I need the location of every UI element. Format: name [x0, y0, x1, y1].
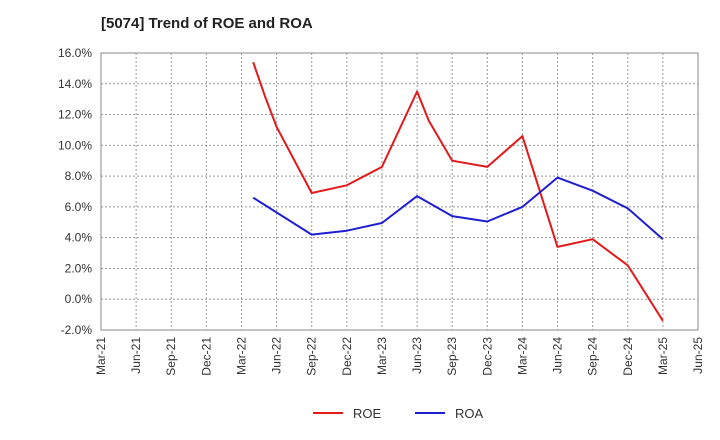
- y-tick-label: 10.0%: [58, 138, 92, 152]
- legend: ROE ROA: [313, 406, 484, 421]
- x-tick-label: Dec-22: [340, 337, 354, 376]
- x-tick-label: Jun-24: [551, 337, 565, 374]
- y-tick-label: 4.0%: [65, 231, 93, 245]
- grid: [100, 52, 699, 331]
- x-tick-label: Sep-23: [445, 337, 459, 376]
- x-tick-label: Sep-22: [305, 337, 319, 376]
- y-tick-label: 16.0%: [58, 46, 92, 60]
- x-tick-label: Dec-23: [480, 337, 494, 376]
- x-axis-ticks: Mar-21 Jun-21 Sep-21 Dec-21 Mar-22 Jun-22 Sep-…: [94, 337, 705, 376]
- x-tick-label: Jun-25: [691, 337, 705, 374]
- x-tick-label: Mar-22: [234, 337, 248, 375]
- x-tick-label: Sep-24: [586, 337, 600, 376]
- y-tick-label: -2.0%: [61, 323, 93, 337]
- y-axis-ticks: -2.0% 0.0% 2.0% 4.0% 6.0% 8.0% 10.0% 12.0% 14.0%…: [58, 46, 92, 337]
- plot-border: [100, 52, 699, 331]
- x-tick-label: Mar-21: [94, 337, 108, 375]
- legend-label-roa: ROA: [455, 406, 484, 421]
- legend-label-roe: ROE: [353, 406, 382, 421]
- series-line-roa: [252, 176, 664, 240]
- x-tick-label: Mar-25: [656, 337, 670, 375]
- x-tick-label: Jun-21: [129, 337, 143, 374]
- series-lines: [252, 61, 664, 322]
- y-tick-label: 0.0%: [65, 292, 93, 306]
- chart-title: [5074] Trend of ROE and ROA: [101, 15, 313, 32]
- x-tick-label: Mar-23: [375, 337, 389, 375]
- x-tick-label: Sep-21: [164, 337, 178, 376]
- x-tick-label: Jun-22: [270, 337, 284, 374]
- y-tick-label: 12.0%: [58, 108, 92, 122]
- series-line-roe: [252, 61, 664, 322]
- x-tick-label: Dec-24: [621, 337, 635, 376]
- x-tick-label: Dec-21: [199, 337, 213, 376]
- y-tick-label: 6.0%: [65, 200, 93, 214]
- y-tick-label: 2.0%: [65, 261, 93, 275]
- y-tick-label: 14.0%: [58, 77, 92, 91]
- x-tick-label: Mar-24: [515, 337, 529, 375]
- y-tick-label: 8.0%: [65, 169, 93, 183]
- x-tick-label: Jun-23: [410, 337, 424, 374]
